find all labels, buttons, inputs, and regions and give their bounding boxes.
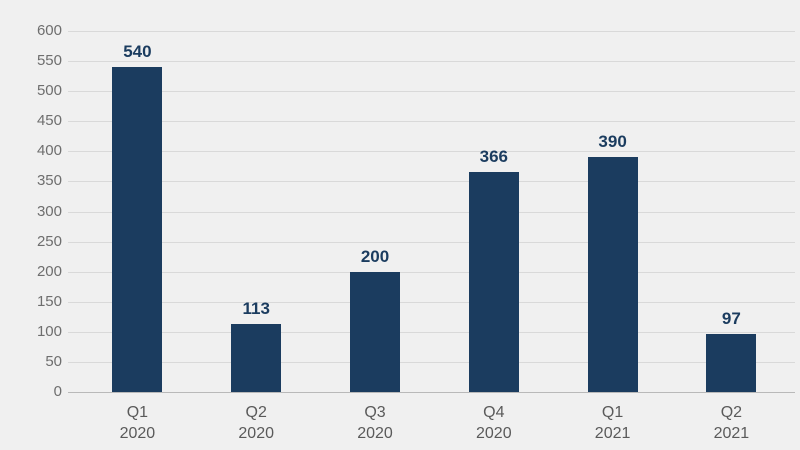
x-tick-year: 2021 <box>594 425 631 442</box>
y-tick-label: 550 <box>36 52 62 69</box>
gridline <box>68 151 795 152</box>
gridline <box>68 181 795 182</box>
x-tick-quarter: Q1 <box>601 404 624 421</box>
x-tick-quarter: Q2 <box>245 404 267 421</box>
bar-q1-2021[interactable] <box>587 157 638 392</box>
y-tick-label: 450 <box>36 112 62 129</box>
gridline <box>68 91 795 92</box>
gridline <box>68 332 795 333</box>
y-tick-label: 200 <box>36 263 62 280</box>
x-tick-quarter: Q3 <box>364 404 386 421</box>
bar-q3-2020[interactable] <box>350 271 400 392</box>
gridline <box>68 302 795 303</box>
x-tick-label: Q1 2021 <box>558 402 668 444</box>
bar-value-label: 113 <box>242 299 270 318</box>
x-tick-year: 2020 <box>357 425 393 442</box>
bar-value-label: 366 <box>479 146 508 166</box>
y-tick-label: 400 <box>36 142 62 159</box>
y-tick-label: 500 <box>36 82 62 99</box>
bar-value-label: 390 <box>598 132 627 152</box>
bar-q2-2021[interactable] <box>706 333 757 392</box>
x-tick-quarter: Q4 <box>483 404 505 421</box>
gridline <box>68 362 795 363</box>
gridline <box>68 61 795 62</box>
x-tick-quarter: Q2 <box>720 404 743 421</box>
y-tick-label: 300 <box>36 203 62 220</box>
bar-q4-2020[interactable] <box>468 171 519 392</box>
x-tick-label: Q3 2020 <box>320 402 430 444</box>
y-tick-label: 350 <box>36 172 62 189</box>
x-tick-label: Q4 2020 <box>439 402 549 444</box>
bar-value-label: 200 <box>360 246 390 266</box>
x-tick-year: 2020 <box>119 425 156 442</box>
y-tick-label: 0 <box>53 383 62 400</box>
x-tick-quarter: Q1 <box>126 404 149 421</box>
x-tick-label: Q2 2021 <box>676 402 786 444</box>
x-tick-year: 2021 <box>713 425 750 442</box>
bar-value-label: 540 <box>123 42 152 62</box>
gridline <box>68 272 795 273</box>
y-tick-label: 250 <box>36 233 62 250</box>
bar-q2-2020[interactable] <box>231 324 282 392</box>
gridline <box>68 212 795 213</box>
gridline <box>68 121 795 122</box>
y-tick-label: 100 <box>36 323 62 340</box>
x-tick-label: Q2 2020 <box>201 402 311 444</box>
x-tick-year: 2020 <box>476 425 512 442</box>
x-axis-line <box>68 392 795 393</box>
x-tick-label: Q1 2020 <box>82 402 192 444</box>
y-tick-label: 150 <box>36 293 62 310</box>
bar-value-label: 97 <box>721 308 741 328</box>
x-tick-year: 2020 <box>238 425 274 442</box>
y-tick-label: 600 <box>36 22 62 39</box>
gridline <box>68 31 795 32</box>
bar-q1-2020[interactable] <box>112 67 163 392</box>
y-tick-label: 50 <box>45 353 62 370</box>
gridline <box>68 242 795 243</box>
